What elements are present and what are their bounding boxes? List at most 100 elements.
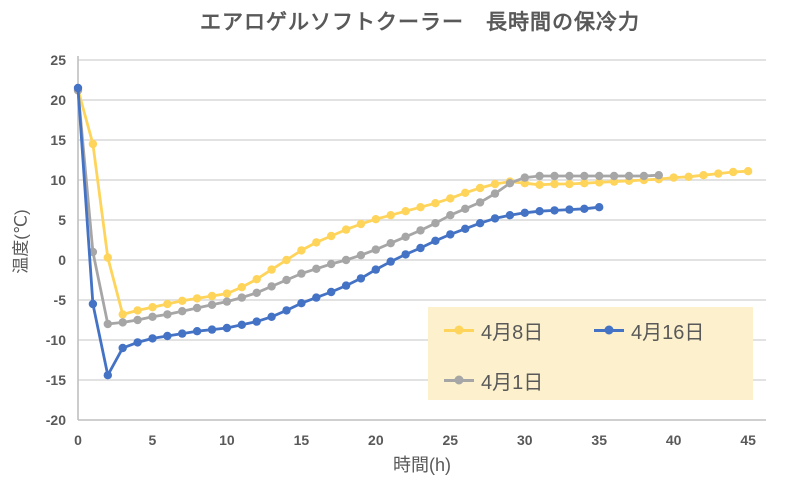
legend-row-2: 4月1日 xyxy=(444,362,753,398)
data-point-4月16日 xyxy=(312,293,321,302)
data-point-4月8日 xyxy=(133,306,142,315)
data-point-4月16日 xyxy=(386,257,395,266)
data-point-4月8日 xyxy=(178,296,187,305)
data-point-4月16日 xyxy=(252,317,261,326)
y-tick-label: 0 xyxy=(58,252,66,268)
data-point-4月1日 xyxy=(103,319,113,329)
data-point-4月16日 xyxy=(431,236,440,245)
data-point-4月16日 xyxy=(461,224,470,233)
data-point-4月16日 xyxy=(163,331,172,341)
data-point-4月1日 xyxy=(341,255,351,265)
x-tick-label: 5 xyxy=(148,432,157,448)
x-tick-label: 15 xyxy=(293,432,310,448)
data-point-4月16日 xyxy=(103,371,113,380)
data-point-4月8日 xyxy=(88,139,98,149)
data-point-4月16日 xyxy=(133,338,142,347)
data-point-4月1日 xyxy=(118,318,127,327)
data-point-4月1日 xyxy=(163,310,172,319)
data-point-4月16日 xyxy=(371,265,380,274)
legend-item-apr8: 4月8日 xyxy=(444,316,594,345)
data-point-4月8日 xyxy=(401,207,410,216)
data-point-4月8日 xyxy=(148,303,157,312)
data-point-4月8日 xyxy=(743,167,753,176)
data-point-4月8日 xyxy=(386,211,395,220)
legend-item-apr1: 4月1日 xyxy=(444,366,594,395)
y-tick-label: 15 xyxy=(50,132,66,148)
data-point-4月16日 xyxy=(446,230,455,239)
data-point-4月8日 xyxy=(237,283,246,292)
data-point-4月16日 xyxy=(237,320,246,329)
legend-label: 4月8日 xyxy=(481,321,544,344)
data-point-4月1日 xyxy=(505,179,515,188)
data-point-4月16日 xyxy=(297,299,306,308)
data-point-4月8日 xyxy=(327,231,336,241)
data-point-4月8日 xyxy=(714,169,723,178)
x-axis-title: 時間(h) xyxy=(393,455,451,475)
data-point-4月16日 xyxy=(207,325,217,334)
data-point-4月8日 xyxy=(312,238,321,247)
data-point-4月1日 xyxy=(431,219,440,228)
data-point-4月16日 xyxy=(73,83,83,93)
data-point-4月8日 xyxy=(490,179,500,189)
data-point-4月8日 xyxy=(595,178,604,187)
data-point-4月1日 xyxy=(386,239,395,248)
series-line-4月1日 xyxy=(76,89,661,326)
data-point-4月1日 xyxy=(222,297,232,306)
data-point-4月1日 xyxy=(401,232,410,241)
x-tick-label: 20 xyxy=(368,432,384,448)
data-point-4月1日 xyxy=(252,288,261,297)
data-point-4月8日 xyxy=(341,225,351,234)
data-point-4月16日 xyxy=(282,306,291,315)
data-point-4月8日 xyxy=(252,275,261,284)
data-point-4月16日 xyxy=(401,250,410,259)
data-point-4月8日 xyxy=(729,167,738,177)
data-point-4月16日 xyxy=(505,211,515,220)
data-point-4月1日 xyxy=(237,293,246,302)
data-point-4月8日 xyxy=(371,215,380,224)
legend-line-marker-icon xyxy=(444,375,474,385)
data-point-4月1日 xyxy=(490,189,500,198)
y-tick-label: 20 xyxy=(50,92,66,108)
data-point-4月8日 xyxy=(431,199,440,208)
data-point-4月8日 xyxy=(282,255,291,265)
data-point-4月8日 xyxy=(118,310,127,319)
y-tick-label: 5 xyxy=(58,212,66,228)
data-point-4月1日 xyxy=(282,275,291,285)
y-tick-label: -5 xyxy=(53,292,66,308)
data-point-4月1日 xyxy=(267,282,276,291)
data-point-4月8日 xyxy=(475,183,485,193)
y-tick-label: -10 xyxy=(45,332,66,348)
data-point-4月16日 xyxy=(341,281,351,290)
data-point-4月8日 xyxy=(267,265,276,274)
data-point-4月8日 xyxy=(356,219,366,229)
legend-line-marker-icon xyxy=(444,325,474,335)
data-point-4月16日 xyxy=(178,329,187,338)
x-tick-label: 35 xyxy=(591,432,607,448)
data-point-4月8日 xyxy=(550,179,559,189)
data-point-4月16日 xyxy=(475,219,485,228)
data-point-4月16日 xyxy=(356,274,366,283)
data-point-4月8日 xyxy=(446,194,455,203)
y-tick-label: 10 xyxy=(50,172,66,188)
data-point-4月8日 xyxy=(192,294,202,303)
data-point-4月8日 xyxy=(207,291,217,301)
data-point-4月1日 xyxy=(580,171,589,181)
series-line-4月8日 xyxy=(76,88,750,316)
x-tick-label: 25 xyxy=(442,432,459,448)
y-tick-label: -15 xyxy=(45,372,66,388)
data-point-4月8日 xyxy=(222,289,232,298)
data-point-4月1日 xyxy=(148,312,157,321)
data-point-4月1日 xyxy=(312,264,321,273)
data-point-4月16日 xyxy=(490,214,500,223)
data-point-4月16日 xyxy=(192,327,202,336)
data-point-4月16日 xyxy=(88,299,98,309)
data-point-4月16日 xyxy=(550,206,559,215)
x-tick-label: 10 xyxy=(219,432,235,448)
data-point-4月16日 xyxy=(595,203,604,212)
data-point-4月16日 xyxy=(327,287,336,297)
data-point-4月16日 xyxy=(535,207,544,216)
data-point-4月1日 xyxy=(624,171,634,181)
data-point-4月1日 xyxy=(327,259,336,269)
data-point-4月1日 xyxy=(595,171,604,181)
